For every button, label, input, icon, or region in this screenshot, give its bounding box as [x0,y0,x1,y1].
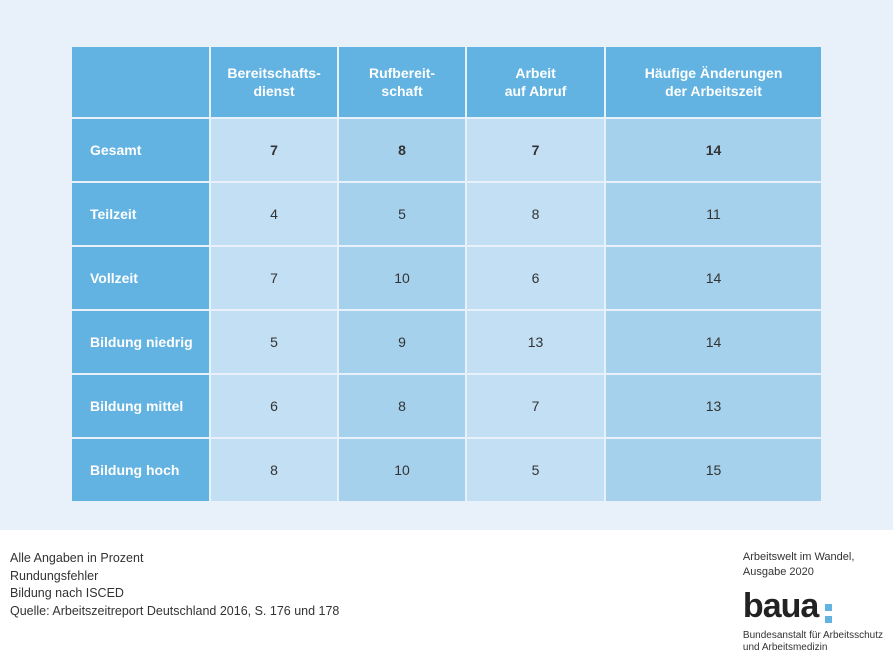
logo-subtitle: Bundesanstalt für Arbeitsschutzund Arbei… [743,630,883,654]
data-cell: 15 [606,439,821,501]
chart-canvas: Bereitschafts-dienstRufbereit-schaftArbe… [0,0,893,530]
data-cell: 8 [339,119,465,181]
column-header: Bereitschafts-dienst [211,47,337,117]
data-cell: 14 [606,247,821,309]
footer-attribution: Arbeitswelt im Wandel,Ausgabe 2020 baua … [743,550,883,654]
footer-note-line: Bildung nach ISCED [10,585,339,603]
table-row: Bildung hoch810515 [72,439,821,501]
data-cell: 13 [606,375,821,437]
footer: Alle Angaben in ProzentRundungsfehlerBil… [0,530,893,654]
table-row: Bildung niedrig591314 [72,311,821,373]
footer-note-line: Quelle: Arbeitszeitreport Deutschland 20… [10,603,339,621]
header-blank [72,47,209,117]
table-row: Gesamt78714 [72,119,821,181]
data-cell: 8 [211,439,337,501]
data-cell: 11 [606,183,821,245]
data-cell: 5 [339,183,465,245]
data-table: Bereitschafts-dienstRufbereit-schaftArbe… [70,45,823,503]
table-row: Bildung mittel68713 [72,375,821,437]
row-label: Bildung hoch [72,439,209,501]
table-header-row: Bereitschafts-dienstRufbereit-schaftArbe… [72,47,821,117]
footer-note-line: Rundungsfehler [10,568,339,586]
data-cell: 7 [211,119,337,181]
row-label: Teilzeit [72,183,209,245]
footer-edition-line: Arbeitswelt im Wandel, [743,550,883,565]
baua-logo: baua Bundesanstalt für Arbeitsschutzund … [743,591,883,655]
data-cell: 13 [467,311,604,373]
row-label: Gesamt [72,119,209,181]
data-cell: 8 [339,375,465,437]
footer-note-line: Alle Angaben in Prozent [10,550,339,568]
column-header: Arbeitauf Abruf [467,47,604,117]
row-label: Bildung mittel [72,375,209,437]
column-header: Häufige Änderungender Arbeitszeit [606,47,821,117]
row-label: Vollzeit [72,247,209,309]
data-cell: 10 [339,247,465,309]
row-label: Bildung niedrig [72,311,209,373]
column-header: Rufbereit-schaft [339,47,465,117]
logo-colon-icon [825,599,832,628]
table-row: Teilzeit45811 [72,183,821,245]
footer-edition-line: Ausgabe 2020 [743,565,883,580]
data-cell: 14 [606,311,821,373]
data-cell: 14 [606,119,821,181]
data-cell: 7 [211,247,337,309]
data-cell: 9 [339,311,465,373]
data-cell: 7 [467,119,604,181]
data-cell: 6 [211,375,337,437]
data-cell: 4 [211,183,337,245]
data-cell: 5 [211,311,337,373]
data-cell: 6 [467,247,604,309]
data-cell: 7 [467,375,604,437]
data-cell: 5 [467,439,604,501]
table-row: Vollzeit710614 [72,247,821,309]
footer-notes: Alle Angaben in ProzentRundungsfehlerBil… [10,550,339,620]
data-cell: 10 [339,439,465,501]
data-cell: 8 [467,183,604,245]
logo-text: baua [743,591,818,622]
